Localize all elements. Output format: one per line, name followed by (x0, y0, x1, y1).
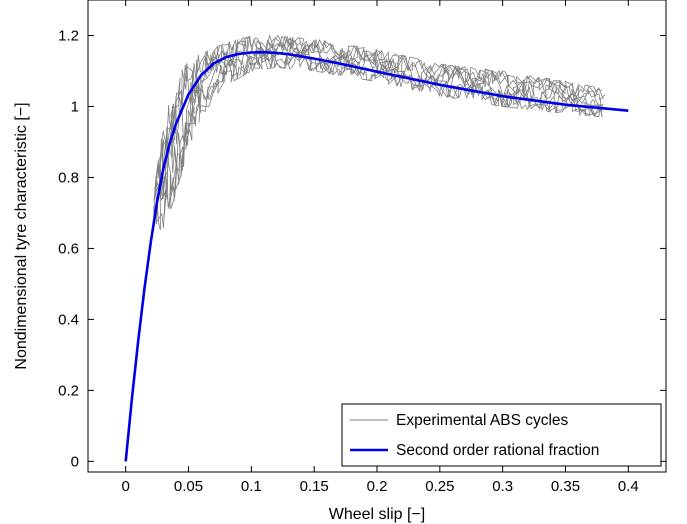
x-tick-label: 0.25 (425, 478, 454, 495)
x-tick-label: 0.3 (492, 478, 513, 495)
x-tick-label: 0.1 (241, 478, 262, 495)
x-tick-label: 0.2 (367, 478, 388, 495)
legend: Experimental ABS cycles Second order rat… (341, 403, 662, 467)
x-tick-label: 0.35 (551, 478, 580, 495)
y-tick-label: 0.4 (58, 311, 79, 328)
legend-label-rational: Second order rational fraction (396, 442, 599, 459)
experimental-cycle-line (153, 38, 604, 214)
experimental-cycle-line (154, 33, 603, 210)
legend-box (341, 403, 662, 467)
experimental-cycle-line (152, 36, 606, 230)
y-tick-label: 1.2 (58, 27, 79, 44)
x-tick-label: 0 (122, 478, 130, 495)
plot-area (124, 33, 629, 462)
y-tick-label: 1 (71, 98, 79, 115)
x-tick-label: 0.15 (300, 478, 329, 495)
y-axis-label: Nondimensional tyre characteristic [−] (13, 102, 30, 369)
y-tick-label: 0.6 (58, 240, 79, 257)
x-tick-label: 0.4 (618, 478, 639, 495)
experimental-cycle-line (153, 36, 604, 209)
y-tick-label: 0.2 (58, 382, 79, 399)
x-axis-label: Wheel slip [−] (329, 506, 425, 523)
x-axis-ticks: 0 0.05 0.1 0.15 0.2 0.25 0.3 0.35 0.4 (122, 0, 639, 495)
rational-fraction-curve (124, 50, 629, 462)
y-tick-label: 0.8 (58, 169, 79, 186)
experimental-cycle-line (153, 35, 602, 229)
y-axis-ticks: 0 0.2 0.4 0.6 0.8 1 1.2 (58, 27, 666, 470)
legend-label-experimental: Experimental ABS cycles (396, 412, 569, 429)
y-tick-label: 0 (71, 453, 79, 470)
x-tick-label: 0.05 (174, 478, 203, 495)
